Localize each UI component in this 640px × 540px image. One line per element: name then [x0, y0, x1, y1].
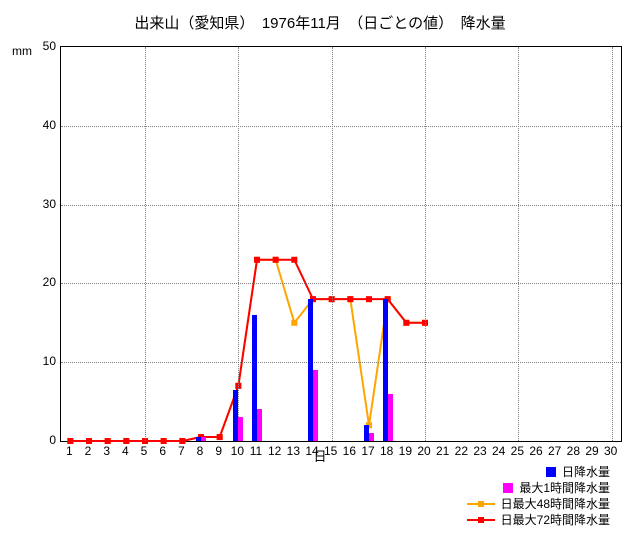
legend-label: 最大1時間降水量 [519, 480, 610, 496]
ytick-label: 40 [16, 118, 56, 132]
xtick-label: 7 [178, 444, 185, 458]
xtick-label: 17 [361, 444, 374, 458]
xtick-label: 23 [473, 444, 486, 458]
gridline-v [332, 47, 333, 441]
marker-max_72h_precip [366, 296, 372, 302]
xtick-label: 12 [268, 444, 281, 458]
chart-title: 出来山（愛知県） 1976年11月 （日ごとの値） 降水量 [0, 12, 640, 33]
xtick-label: 14 [305, 444, 318, 458]
x-axis-label: 日 [0, 446, 640, 465]
xtick-label: 26 [529, 444, 542, 458]
marker-max_72h_precip [291, 257, 297, 263]
xtick-label: 8 [197, 444, 204, 458]
legend-swatch [546, 467, 556, 477]
xtick-label: 9 [215, 444, 222, 458]
ytick-label: 50 [16, 39, 56, 53]
xtick-label: 10 [231, 444, 244, 458]
xtick-label: 16 [343, 444, 356, 458]
legend-swatch [467, 503, 495, 505]
legend-label: 日降水量 [562, 464, 610, 480]
line-max_72h_precip [70, 260, 425, 441]
gridline-v [425, 47, 426, 441]
marker-max_72h_precip [347, 296, 353, 302]
gridline-v [518, 47, 519, 441]
legend-label: 日最大48時間降水量 [501, 496, 610, 512]
xtick-label: 22 [455, 444, 468, 458]
marker-max_72h_precip [273, 257, 279, 263]
xtick-label: 28 [567, 444, 580, 458]
bar-max_1h_precip [201, 437, 206, 441]
legend-item-max_1h_precip: 最大1時間降水量 [467, 480, 610, 496]
xtick-label: 29 [585, 444, 598, 458]
xtick-label: 24 [492, 444, 505, 458]
xtick-label: 30 [604, 444, 617, 458]
xtick-label: 19 [399, 444, 412, 458]
gridline-v [145, 47, 146, 441]
xtick-label: 1 [66, 444, 73, 458]
xtick-label: 3 [103, 444, 110, 458]
xtick-label: 21 [436, 444, 449, 458]
xtick-label: 6 [159, 444, 166, 458]
xtick-label: 2 [85, 444, 92, 458]
gridline-v [612, 47, 613, 441]
xtick-label: 13 [287, 444, 300, 458]
bar-max_1h_precip [238, 417, 243, 441]
ytick-label: 30 [16, 197, 56, 211]
gridline-v [238, 47, 239, 441]
marker-max_72h_precip [217, 434, 223, 440]
bar-max_1h_precip [388, 394, 393, 441]
legend-item-max_72h_precip: 日最大72時間降水量 [467, 512, 610, 528]
marker-max_72h_precip [403, 320, 409, 326]
legend: 日降水量最大1時間降水量日最大48時間降水量日最大72時間降水量 [467, 464, 610, 528]
marker-max_72h_precip [254, 257, 260, 263]
xtick-label: 11 [250, 444, 262, 458]
bar-max_1h_precip [313, 370, 318, 441]
bar-max_1h_precip [257, 409, 262, 441]
legend-item-daily_precip: 日降水量 [467, 464, 610, 480]
legend-swatch [467, 519, 495, 521]
legend-item-max_48h_precip: 日最大48時間降水量 [467, 496, 610, 512]
legend-swatch [503, 483, 513, 493]
marker-max_48h_precip [291, 320, 297, 326]
legend-label: 日最大72時間降水量 [501, 512, 610, 528]
ytick-label: 10 [16, 354, 56, 368]
line-max_48h_precip [70, 260, 425, 441]
xtick-label: 27 [548, 444, 561, 458]
precipitation-chart: 出来山（愛知県） 1976年11月 （日ごとの値） 降水量 mm 日 日降水量最… [0, 0, 640, 540]
ytick-label: 0 [16, 433, 56, 447]
xtick-label: 18 [380, 444, 393, 458]
xtick-label: 5 [141, 444, 148, 458]
xtick-label: 4 [122, 444, 129, 458]
xtick-label: 25 [511, 444, 524, 458]
xtick-label: 15 [324, 444, 337, 458]
xtick-label: 20 [417, 444, 430, 458]
plot-area [60, 46, 622, 442]
bar-max_1h_precip [369, 433, 374, 441]
ytick-label: 20 [16, 275, 56, 289]
